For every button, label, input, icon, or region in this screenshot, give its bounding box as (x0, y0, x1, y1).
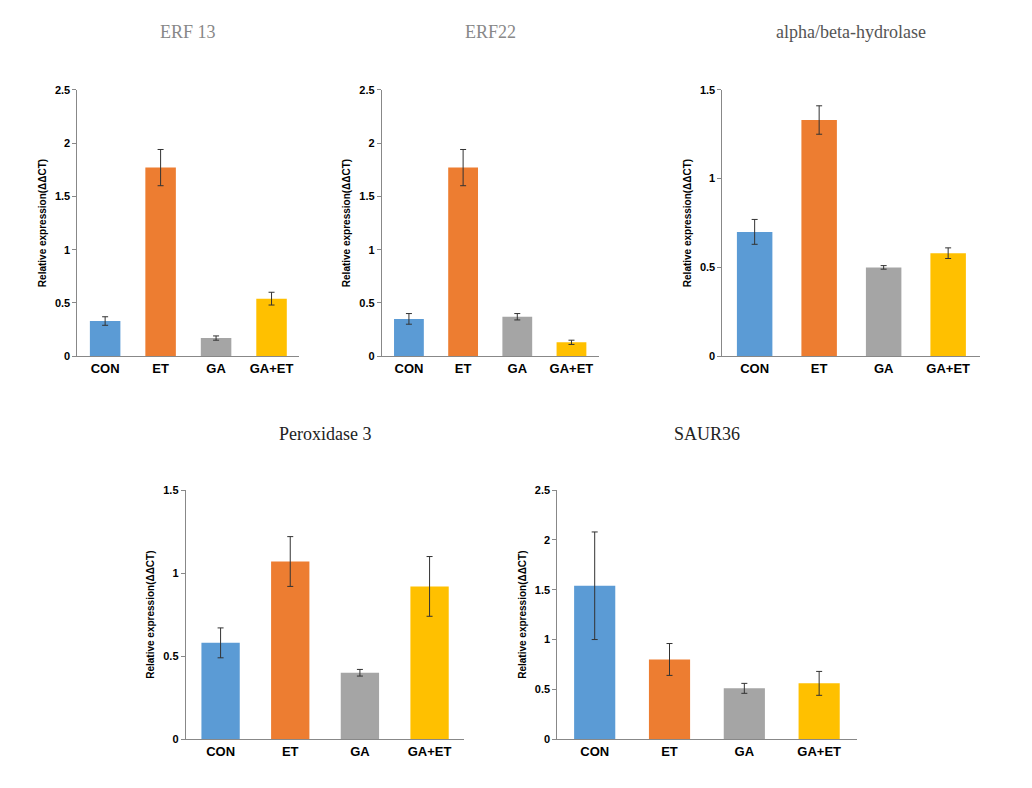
svg-text:GA+ET: GA+ET (550, 361, 594, 376)
svg-text:2.5: 2.5 (535, 484, 550, 496)
svg-text:GA: GA (874, 361, 894, 376)
svg-text:GA: GA (350, 744, 370, 759)
svg-text:2: 2 (369, 137, 375, 149)
svg-text:SAUR36: SAUR36 (674, 424, 740, 444)
svg-text:GA+ET: GA+ET (250, 361, 294, 376)
svg-text:CON: CON (206, 744, 235, 759)
svg-text:0: 0 (709, 350, 715, 362)
svg-text:ET: ET (152, 361, 169, 376)
svg-text:1: 1 (709, 172, 715, 184)
svg-text:0: 0 (64, 350, 70, 362)
svg-text:1: 1 (172, 567, 178, 579)
svg-text:0: 0 (369, 350, 375, 362)
svg-text:1.5: 1.5 (359, 190, 374, 202)
svg-text:0.5: 0.5 (700, 261, 715, 273)
svg-text:CON: CON (394, 361, 423, 376)
svg-text:0: 0 (172, 733, 178, 745)
svg-text:0.5: 0.5 (535, 683, 550, 695)
svg-text:GA: GA (508, 361, 528, 376)
svg-text:1.5: 1.5 (55, 190, 70, 202)
svg-text:alpha/beta-hydrolase: alpha/beta-hydrolase (776, 22, 926, 42)
svg-text:Relative expression(ΔΔCT): Relative expression(ΔΔCT) (145, 550, 156, 678)
svg-text:CON: CON (91, 361, 120, 376)
svg-text:2: 2 (544, 534, 550, 546)
svg-text:Relative expression(ΔΔCT): Relative expression(ΔΔCT) (517, 550, 528, 678)
svg-text:ET: ET (455, 361, 472, 376)
svg-text:1: 1 (544, 633, 550, 645)
svg-text:ERF22: ERF22 (465, 22, 516, 42)
svg-text:1.5: 1.5 (535, 584, 550, 596)
svg-text:2.5: 2.5 (55, 84, 70, 96)
svg-text:2.5: 2.5 (359, 84, 374, 96)
svg-text:0.5: 0.5 (359, 297, 374, 309)
svg-text:CON: CON (740, 361, 769, 376)
svg-text:GA+ET: GA+ET (797, 744, 841, 759)
svg-text:GA+ET: GA+ET (408, 744, 452, 759)
svg-text:Relative expression(ΔΔCT): Relative expression(ΔΔCT) (37, 159, 48, 287)
svg-text:GA: GA (735, 744, 755, 759)
svg-text:GA+ET: GA+ET (926, 361, 970, 376)
svg-text:1.5: 1.5 (700, 84, 715, 96)
svg-text:2: 2 (64, 137, 70, 149)
svg-text:ET: ET (661, 744, 678, 759)
svg-text:CON: CON (580, 744, 609, 759)
svg-text:ET: ET (811, 361, 828, 376)
svg-text:1.5: 1.5 (163, 484, 178, 496)
svg-text:ERF 13: ERF 13 (160, 22, 216, 42)
svg-text:GA: GA (206, 361, 226, 376)
svg-text:Relative expression(ΔΔCT): Relative expression(ΔΔCT) (341, 159, 352, 287)
svg-text:1: 1 (369, 243, 375, 255)
svg-text:Peroxidase 3: Peroxidase 3 (279, 424, 371, 444)
svg-text:0: 0 (544, 733, 550, 745)
svg-text:Relative expression(ΔΔCT): Relative expression(ΔΔCT) (682, 159, 693, 287)
svg-text:0.5: 0.5 (163, 650, 178, 662)
svg-text:ET: ET (282, 744, 299, 759)
svg-text:0.5: 0.5 (55, 297, 70, 309)
svg-text:1: 1 (64, 243, 70, 255)
